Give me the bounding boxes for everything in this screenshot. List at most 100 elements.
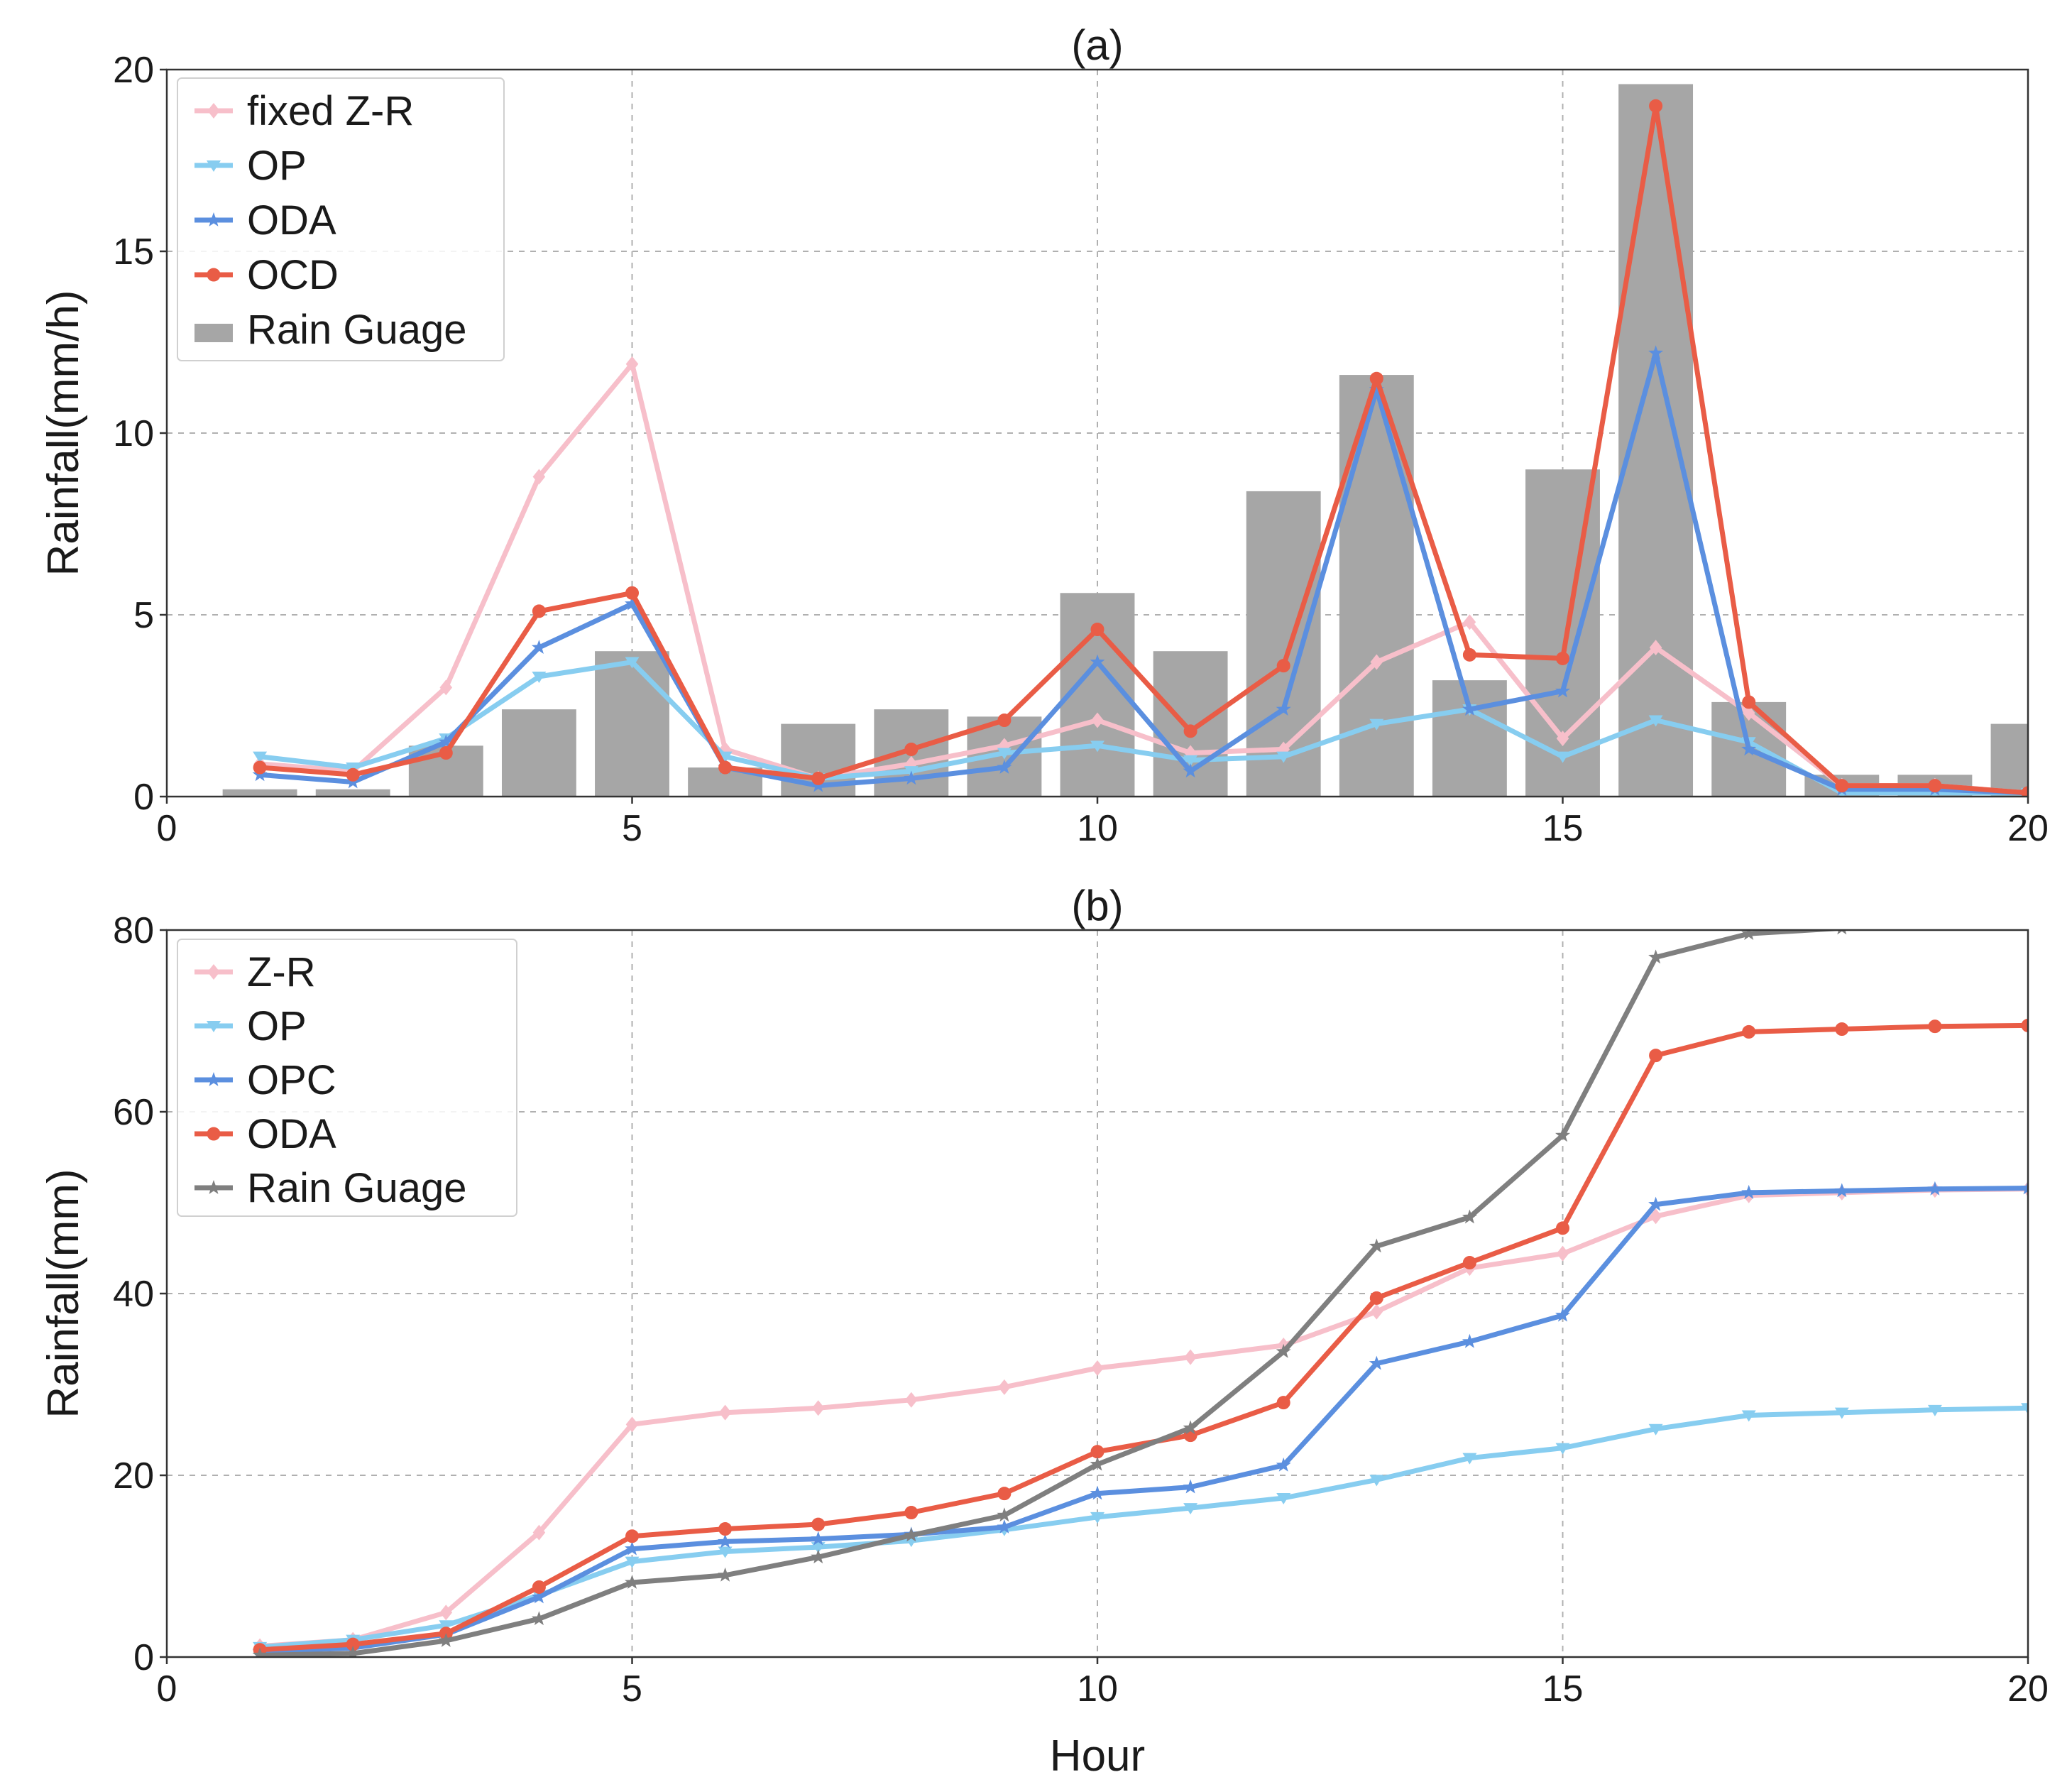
point-oda [1649, 1049, 1663, 1063]
bar-rain-guage [222, 789, 297, 797]
point-op [1462, 1453, 1477, 1465]
y-tick-label: 10 [113, 413, 154, 454]
point-op [253, 751, 268, 763]
x-tick-label: 20 [2007, 808, 2049, 849]
legend-label-oda: ODA [247, 197, 336, 244]
point-rain-guage [625, 1575, 640, 1589]
point-oda [1369, 1291, 1383, 1305]
point-opc [718, 1534, 733, 1548]
point-oda [2021, 1018, 2028, 1032]
point-op [997, 748, 1012, 760]
point-rain-guage [1462, 1209, 1477, 1224]
point-z-r [811, 1400, 825, 1416]
point-oda [1555, 683, 1570, 698]
point-rain-guage [2021, 897, 2036, 911]
legend-label-opc: OPC [247, 1057, 336, 1103]
plot-area [222, 84, 2028, 797]
legend-marker-opc [206, 1072, 221, 1086]
point-op [1741, 1410, 1756, 1422]
x-tick-label: 5 [622, 1668, 642, 1710]
point-oda [904, 770, 919, 785]
point-oda [1276, 1396, 1290, 1410]
point-ocd [1649, 99, 1663, 113]
point-fixed-z-r [1370, 654, 1383, 670]
point-oda [1742, 1024, 1756, 1039]
legend: fixed Z-R OP ODA OCD Rain Guage [177, 77, 505, 361]
point-rain-guage [438, 1633, 454, 1647]
line-oda [257, 350, 2028, 796]
point-ocd [1276, 659, 1290, 673]
point-ocd [997, 713, 1012, 727]
legend-box [177, 77, 505, 361]
point-op [1276, 751, 1291, 763]
point-z-r [998, 1379, 1011, 1395]
point-opc [2020, 1180, 2028, 1195]
x-tick-label: 15 [1542, 1668, 1584, 1710]
point-rain-guage [997, 1507, 1012, 1522]
point-op [811, 1542, 826, 1554]
y-tick-label: 5 [133, 595, 154, 636]
point-oda [811, 1517, 826, 1531]
point-oda [1183, 763, 1198, 778]
x-tick-label: 0 [157, 808, 177, 849]
legend-label-ocd: OCD [247, 252, 339, 298]
legend-label-z-r: Z-R [247, 949, 316, 995]
point-fixed-z-r [1556, 731, 1569, 747]
point-op [1834, 1407, 1849, 1419]
point-op [1183, 1503, 1198, 1515]
point-op [1369, 718, 1384, 731]
point-rain-guage [1090, 1456, 1105, 1471]
point-fixed-z-r [625, 356, 639, 372]
point-rain-guage [718, 1567, 733, 1582]
point-z-r [532, 1524, 546, 1541]
x-tick-label: 20 [2007, 1668, 2049, 1710]
point-opc [1927, 1181, 1943, 1196]
point-fixed-z-r [1649, 640, 1662, 656]
point-ocd [532, 604, 546, 618]
point-rain-guage [1369, 1238, 1384, 1253]
point-op [1369, 1475, 1384, 1487]
point-ocd [1556, 651, 1569, 665]
y-axis-label: Rainfall(mm) [39, 1169, 88, 1418]
point-z-r [1091, 1360, 1104, 1376]
point-opc [1741, 1184, 1757, 1199]
point-z-r [1556, 1245, 1569, 1262]
line-op [257, 660, 2028, 796]
point-z-r [718, 1404, 732, 1421]
point-op [1555, 1443, 1570, 1455]
point-op [1648, 715, 1663, 727]
point-ocd [904, 742, 919, 756]
point-op [718, 751, 733, 763]
point-z-r [1184, 1349, 1197, 1365]
point-ocd [1369, 371, 1383, 386]
point-op [2021, 1403, 2028, 1415]
point-z-r [1370, 1303, 1383, 1320]
point-opc [811, 1531, 826, 1546]
point-rain-guage [345, 1645, 361, 1657]
point-opc [1183, 1479, 1198, 1494]
legend-marker-rain-guage [206, 1180, 221, 1194]
legend-marker-ocd [207, 268, 221, 282]
point-ocd [439, 746, 453, 760]
legend-marker-fixed-z-r [207, 103, 220, 119]
bar-rain-guage [315, 789, 390, 797]
point-ocd [1183, 724, 1197, 738]
point-ocd [625, 586, 639, 600]
point-opc [1090, 1485, 1105, 1500]
point-op [1090, 740, 1104, 753]
point-oda [438, 734, 454, 749]
bar-rain-guage [501, 709, 576, 797]
legend-handle-rain-guage [194, 324, 233, 342]
x-axis-label: Hour [1050, 1732, 1145, 1781]
point-oda [1741, 741, 1757, 756]
point-z-r [1649, 1208, 1662, 1225]
point-ocd [718, 760, 733, 775]
line-oda [257, 1022, 2028, 1653]
point-rain-guage [1741, 930, 1757, 940]
point-oda [1648, 345, 1664, 360]
legend: Z-R OP OPC ODA Rain Guage [177, 939, 517, 1217]
point-fixed-z-r [1742, 705, 1755, 721]
y-tick-label: 20 [113, 1455, 154, 1497]
point-z-r [905, 1392, 918, 1408]
point-rain-guage [1837, 930, 1847, 935]
